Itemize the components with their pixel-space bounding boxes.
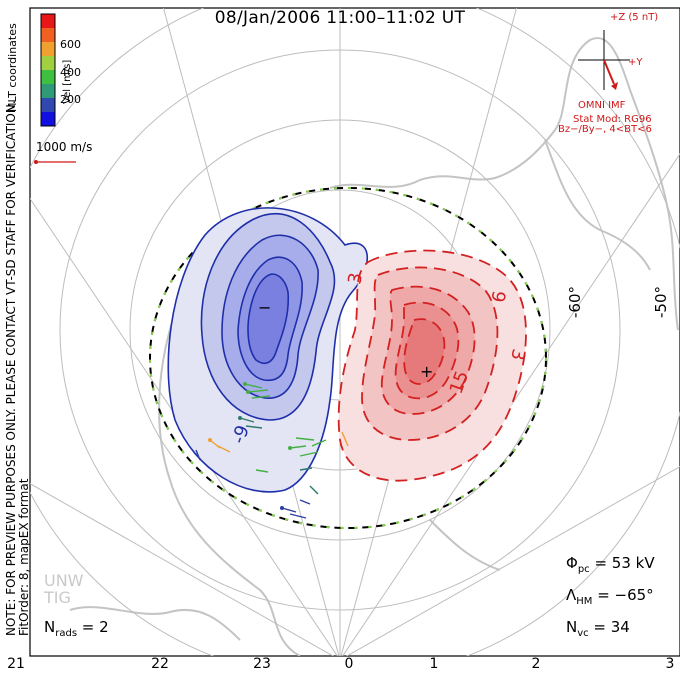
- imf-model: Stat Mod: RG96: [573, 114, 652, 125]
- mlt-tick-3: 3: [665, 656, 675, 672]
- imf-source: OMNI IMF: [578, 100, 626, 111]
- phi-symbol: Φ: [566, 554, 578, 572]
- colorbar-segment: [41, 84, 55, 99]
- nrads-subscript: rads: [55, 628, 78, 639]
- mlt-tick-21: 21: [7, 656, 25, 672]
- positive-cell: [337, 249, 527, 482]
- nrads-value: = 2: [77, 618, 109, 636]
- colorbar: [41, 14, 55, 127]
- imf-arrowhead: [611, 82, 618, 90]
- imf-y-label: +Y: [628, 57, 643, 68]
- watermark-line-1: UNW: [44, 571, 84, 590]
- coords-label: MLT coordinates: [6, 23, 19, 112]
- lambda-subscript: HM: [576, 596, 593, 607]
- colorbar-frame: [40, 13, 56, 127]
- velocity-vectors: [195, 383, 349, 519]
- colorbar-segment: [41, 98, 55, 113]
- coastline: [69, 37, 679, 656]
- nvc-symbol: N: [566, 618, 578, 636]
- lat-label-50: -50°: [652, 286, 670, 318]
- phi-pc-stat: Φpc = 53 kV: [566, 554, 655, 575]
- nrads-stat: Nrads = 2: [44, 618, 109, 639]
- watermark-line-2: TIG: [44, 588, 71, 607]
- mlt-tick-23: 23: [253, 656, 271, 672]
- negative-cell: [167, 207, 369, 493]
- mlt-tick-1: 1: [429, 656, 439, 672]
- nvc-stat: Nvc = 34: [566, 618, 630, 639]
- mlt-tick-0: 0: [344, 656, 354, 672]
- colorbar-segment: [41, 112, 55, 127]
- mlt-tick-22: 22: [151, 656, 169, 672]
- imf-vector: [603, 59, 615, 85]
- map-title: 08/Jan/2006 11:00–11:02 UT: [214, 8, 466, 28]
- mlt-tick-2: 2: [531, 656, 541, 672]
- preview-note: NOTE: FOR PREVIEW PURPOSES ONLY. PLEASE …: [4, 100, 18, 636]
- colorbar-segment: [41, 42, 55, 57]
- nvc-value: = 34: [588, 618, 630, 636]
- phi-subscript: pc: [577, 564, 590, 575]
- colorbar-segment: [41, 14, 55, 29]
- hm-boundary-green: [149, 187, 547, 529]
- nvc-subscript: vc: [577, 628, 589, 639]
- lat-label-60: -60°: [566, 286, 584, 318]
- plot-frame: [29, 7, 680, 657]
- colorbar-segment: [41, 70, 55, 85]
- neg-center-marker: −: [258, 298, 272, 317]
- imf-model-params: Bz−/By−, 4<BT<6: [558, 124, 652, 135]
- colorbar-tick-400: 400: [60, 66, 81, 79]
- scale-label: 1000 m/s: [36, 140, 93, 154]
- lambda-symbol: Λ: [566, 586, 577, 604]
- colorbar-segment: [41, 28, 55, 43]
- scale-vector-dot: [34, 160, 38, 164]
- fit-note: FitOrder: 8, mapEX format: [17, 478, 31, 636]
- lambda-hm-stat: ΛHM = −65°: [566, 586, 654, 607]
- colorbar-tick-200: 200: [60, 93, 81, 106]
- lambda-value: = −65°: [592, 586, 654, 604]
- watermark: UNW TIG: [44, 572, 84, 606]
- colorbar-segment: [41, 56, 55, 71]
- vector-dots: [208, 382, 292, 510]
- colorbar-tick-600: 600: [60, 38, 81, 51]
- mlt-grid: [30, 8, 680, 656]
- nrads-symbol: N: [44, 618, 56, 636]
- pos-center-marker: +: [420, 362, 434, 381]
- imf-z-label: +Z (5 nT): [610, 12, 659, 23]
- phi-value: = 53 kV: [589, 554, 655, 572]
